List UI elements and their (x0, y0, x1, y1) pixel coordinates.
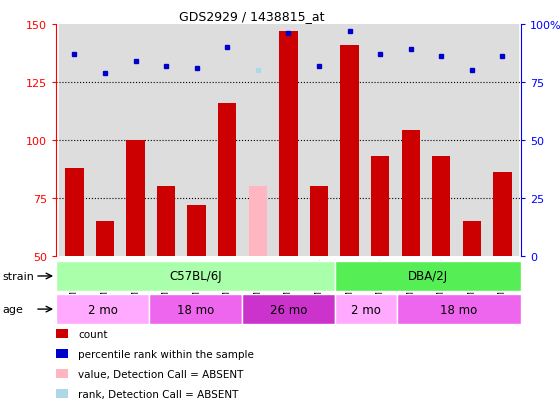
Bar (157, 187, 175, 256)
Text: strain: strain (3, 271, 35, 281)
Text: count: count (78, 329, 108, 339)
Text: 18 mo: 18 mo (177, 303, 214, 316)
Text: DBA/2J: DBA/2J (408, 270, 448, 283)
Bar (432, 157, 450, 256)
Text: rank, Detection Call = ABSENT: rank, Detection Call = ABSENT (78, 389, 239, 399)
Bar (127, 140, 144, 256)
Bar (279, 32, 297, 256)
Bar (96, 221, 114, 256)
Text: percentile rank within the sample: percentile rank within the sample (78, 349, 254, 359)
Bar (335, 261, 521, 291)
Bar (65, 168, 83, 256)
Bar (487, 25, 518, 256)
Bar (463, 221, 481, 256)
Text: 26 mo: 26 mo (270, 303, 307, 316)
Bar (249, 187, 267, 256)
Bar (90, 25, 120, 256)
Bar (149, 294, 242, 324)
Bar (242, 294, 335, 324)
Bar (402, 131, 420, 256)
Bar (273, 25, 304, 256)
Bar (151, 25, 181, 256)
Bar (397, 294, 521, 324)
Text: age: age (3, 304, 24, 314)
Bar (426, 25, 456, 256)
Bar (59, 25, 90, 256)
Bar (181, 25, 212, 256)
Bar (212, 25, 242, 256)
Bar (340, 45, 359, 256)
Text: 2 mo: 2 mo (87, 303, 118, 316)
Bar (56, 294, 149, 324)
Bar (120, 25, 151, 256)
Bar (218, 103, 236, 256)
Bar (242, 25, 273, 256)
Bar (304, 25, 334, 256)
Bar (493, 173, 512, 256)
Text: C57BL/6J: C57BL/6J (169, 270, 222, 283)
Bar (365, 25, 395, 256)
Text: value, Detection Call = ABSENT: value, Detection Call = ABSENT (78, 369, 244, 379)
Bar (56, 261, 335, 291)
Bar (335, 294, 397, 324)
Bar (456, 25, 487, 256)
Bar (334, 25, 365, 256)
Bar (310, 187, 328, 256)
Text: 18 mo: 18 mo (440, 303, 478, 316)
Bar (371, 157, 389, 256)
Text: GDS2929 / 1438815_at: GDS2929 / 1438815_at (179, 10, 325, 23)
Bar (395, 25, 426, 256)
Text: 2 mo: 2 mo (351, 303, 381, 316)
Bar (188, 205, 206, 256)
